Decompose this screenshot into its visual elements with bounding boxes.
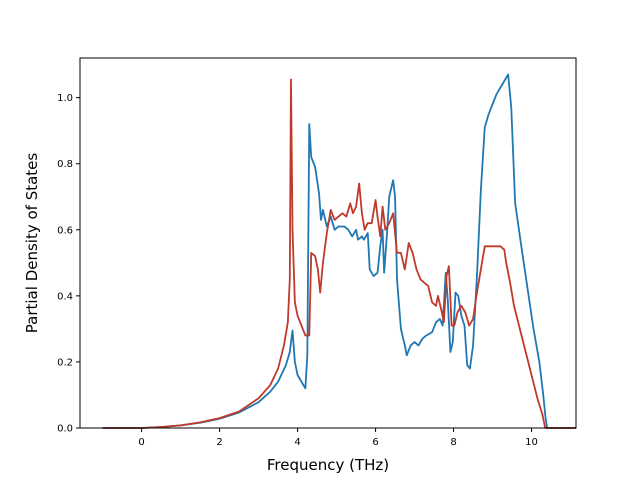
y-tick-label: 0.8: [57, 159, 73, 170]
series-line-2: [102, 78, 576, 429]
x-tick-label: 4: [294, 437, 300, 448]
y-tick-label: 0.0: [57, 424, 73, 435]
x-tick-label: 6: [372, 437, 378, 448]
plot-frame: [79, 57, 577, 429]
x-axis-label: Frequency (THz): [267, 456, 389, 474]
y-tick-label: 0.4: [57, 291, 73, 302]
x-tick-label: 8: [450, 437, 456, 448]
y-tick-label: 1.0: [57, 93, 73, 104]
x-ticks: 0 2 4 6 8 10: [138, 428, 538, 448]
x-tick-label: 2: [216, 437, 222, 448]
x-tick-label: 10: [525, 437, 538, 448]
series-layer: [102, 73, 576, 429]
y-ticks: 0.0 0.2 0.4 0.6 0.8 1.0: [57, 93, 80, 435]
x-tick-label: 0: [138, 437, 144, 448]
series-line-1: [102, 73, 576, 429]
y-tick-label: 0.6: [57, 225, 73, 236]
y-axis-label: Partial Density of States: [23, 153, 41, 334]
y-tick-label: 0.2: [57, 357, 73, 368]
